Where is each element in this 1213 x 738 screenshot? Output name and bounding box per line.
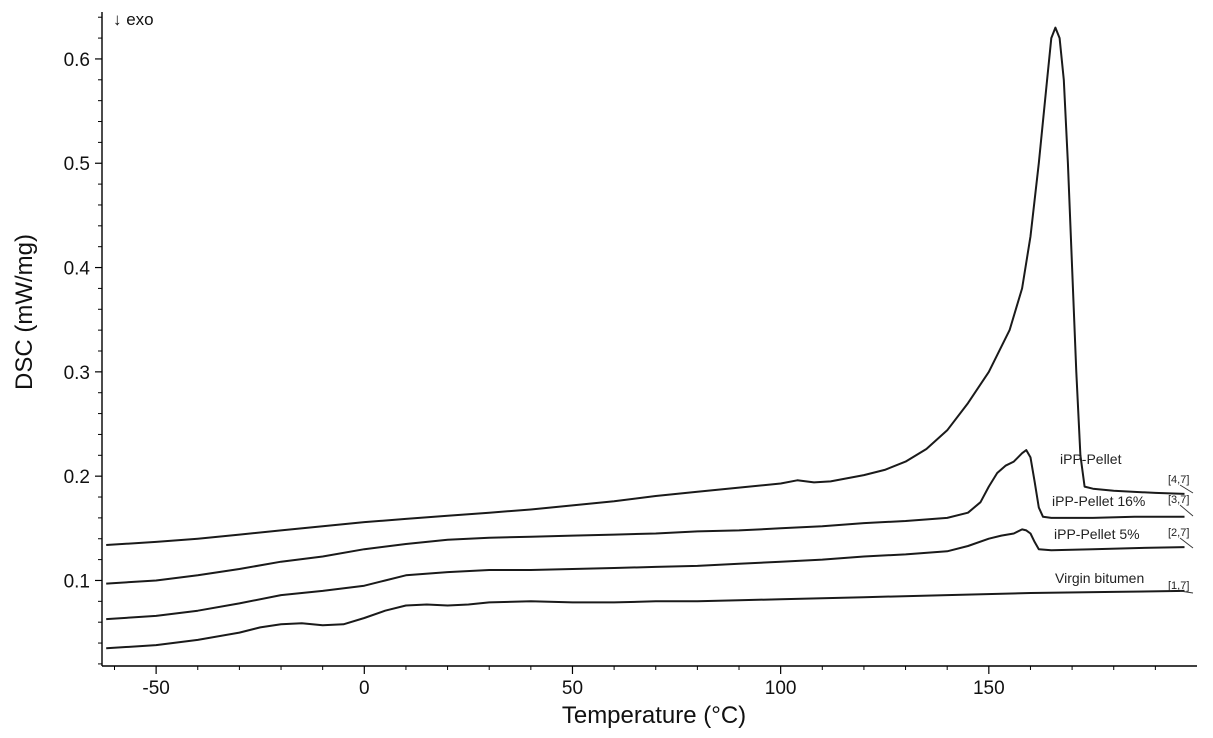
series-line [106, 449, 1185, 585]
x-tick-label: 100 [765, 678, 797, 699]
series-label: iPP-Pellet [1060, 451, 1122, 467]
series-line [106, 26, 1185, 546]
x-tick-label: 0 [359, 678, 370, 699]
curves [106, 26, 1185, 650]
series-tag: [1,7] [1168, 580, 1189, 592]
series-label: Virgin bitumen [1055, 570, 1144, 586]
series-label: iPP-Pellet 16% [1052, 493, 1145, 509]
tick-labels: -50 0 50 100 150 0.1 0.2 0.3 0.4 0.5 0.6 [64, 50, 1005, 699]
series-leader [1179, 590, 1194, 594]
x-tick-label: -50 [142, 678, 169, 699]
x-tick-label: 50 [562, 678, 583, 699]
y-axis-title: DSC (mW/mg) [11, 234, 38, 390]
series-line [106, 589, 1185, 650]
y-tick-label: 0.1 [64, 571, 90, 592]
x-axis-title: Temperature (°C) [562, 702, 746, 729]
exo-annotation: ↓ exo [113, 10, 154, 29]
series-line [106, 528, 1185, 621]
y-tick-label: 0.4 [64, 259, 91, 280]
series-tag: [4,7] [1168, 474, 1189, 486]
series-leader [1179, 537, 1194, 549]
x-tick-label: 150 [973, 678, 1005, 699]
y-tick-label: 0.2 [64, 467, 90, 488]
series-tag: [2,7] [1168, 527, 1189, 539]
y-tick-label: 0.5 [64, 154, 90, 175]
series-leader [1179, 484, 1194, 494]
axes [101, 12, 1197, 667]
y-tick-label: 0.3 [64, 363, 90, 384]
series-leader [1179, 504, 1194, 517]
series-tag: [3,7] [1168, 494, 1189, 506]
y-tick-label: 0.6 [64, 50, 90, 71]
series-label: iPP-Pellet 5% [1054, 526, 1140, 542]
ticks [95, 16, 1156, 674]
series-labels: iPP-Pellet [4,7] iPP-Pellet 16% [3,7] iPP-Pe… [1052, 451, 1194, 594]
